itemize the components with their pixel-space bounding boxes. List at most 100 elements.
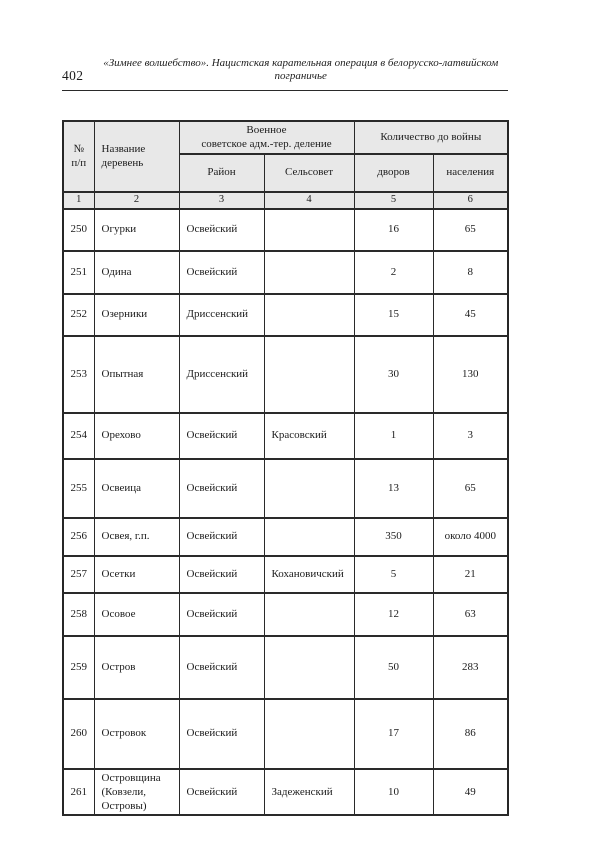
village-name: Огурки [93,207,180,252]
col-header-selsovet: Сельсовет [263,152,355,193]
village-name: Осетки [93,554,180,594]
column-number: 3 [178,190,265,210]
yards-cell: 350 [353,516,434,557]
selsovet-cell [263,249,355,295]
villages-table: № п/п Название деревень Военное советско… [62,120,510,817]
header-sub-row: Район Сельсовет дворов населения [63,152,509,193]
village-name: Освея, г.п. [93,516,180,557]
table-header: № п/п Название деревень Военное советско… [62,120,509,210]
row-number: 251 [62,249,95,295]
col-header-village: Название деревень [93,120,180,193]
yards-cell: 1 [353,411,434,460]
district-cell: Освейский [178,411,265,460]
table-row: 255 Освеица Освейский 13 65 [62,457,509,519]
column-number: 5 [353,190,434,210]
village-name: Островщина (Ковзели, Островы) [93,767,180,817]
table-body: 250 Огурки Освейский 16 65 251 Одина Осв… [62,207,509,817]
district-cell: Освейский [178,767,265,817]
selsovet-cell [263,207,355,252]
table-row: 261 Островщина (Ковзели, Островы) Освейс… [62,767,509,817]
population-cell: 86 [432,697,509,770]
row-number: 250 [62,207,95,252]
village-name: Опытная [93,334,180,414]
population-cell: 65 [432,207,509,252]
yards-cell: 16 [353,207,434,252]
population-cell: около 4000 [432,516,509,557]
table-row: 250 Огурки Освейский 16 65 [62,207,509,252]
col-group-quantity: Количество до войны [353,120,509,155]
selsovet-cell: Кохановичский [263,554,355,594]
yards-cell: 17 [353,697,434,770]
row-number: 259 [62,634,95,700]
selsovet-cell [263,591,355,637]
table-row: 259 Остров Освейский 50 283 [62,634,509,700]
population-cell: 49 [432,767,509,817]
selsovet-cell: Красовский [263,411,355,460]
village-name: Островок [93,697,180,770]
column-number-row: 1 2 3 4 5 6 [62,190,509,210]
col-header-yards: дворов [353,152,434,193]
selsovet-cell: Задеженский [263,767,355,817]
population-cell: 8 [432,249,509,295]
row-number: 253 [62,334,95,414]
column-number: 1 [62,190,95,210]
page-content: 402 «Зимнее волшебство». Нацистская кара… [62,57,510,817]
district-cell: Освейский [178,554,265,594]
village-name: Остров [93,634,180,700]
running-head: 402 «Зимнее волшебство». Нацистская кара… [62,57,508,91]
yards-cell: 15 [353,292,434,337]
yards-cell: 10 [353,767,434,817]
population-cell: 283 [432,634,509,700]
page-number: 402 [62,68,84,83]
village-name: Одина [93,249,180,295]
col-group-admin: Военное советское адм.-тер. деление [178,120,355,155]
table-row: 257 Осетки Освейский Кохановичский 5 21 [62,554,509,594]
district-cell: Дриссенский [178,292,265,337]
selsovet-cell [263,457,355,519]
selsovet-cell [263,516,355,557]
row-number: 252 [62,292,95,337]
table-row: 256 Освея, г.п. Освейский 350 около 4000 [62,516,509,557]
yards-cell: 5 [353,554,434,594]
yards-cell: 2 [353,249,434,295]
district-cell: Освейский [178,634,265,700]
table-row: 253 Опытная Дриссенский 30 130 [62,334,509,414]
population-cell: 65 [432,457,509,519]
header-group-row: № п/п Название деревень Военное советско… [62,120,509,193]
district-cell: Освейский [178,591,265,637]
col-header-index: № п/п [62,120,95,193]
table-row: 260 Островок Освейский 17 86 [62,697,509,770]
col-header-population: населения [432,152,509,193]
table-row: 251 Одина Освейский 2 8 [62,249,509,295]
selsovet-cell [263,634,355,700]
table-row: 258 Осовое Освейский 12 63 [62,591,509,637]
population-cell: 130 [432,334,509,414]
population-cell: 45 [432,292,509,337]
column-number: 6 [432,190,509,210]
selsovet-cell [263,334,355,414]
column-number: 2 [93,190,180,210]
running-title: «Зимнее волшебство». Нацистская каратель… [103,57,499,82]
population-cell: 3 [432,411,509,460]
village-name: Орехово [93,411,180,460]
district-cell: Освейский [178,249,265,295]
col-header-district: Район [178,152,265,193]
table-row: 254 Орехово Освейский Красовский 1 3 [62,411,509,460]
yards-cell: 50 [353,634,434,700]
yards-cell: 30 [353,334,434,414]
row-number: 256 [62,516,95,557]
table-row: 252 Озерники Дриссенский 15 45 [62,292,509,337]
selsovet-cell [263,697,355,770]
district-cell: Дриссенский [178,334,265,414]
yards-cell: 13 [353,457,434,519]
row-number: 257 [62,554,95,594]
population-cell: 63 [432,591,509,637]
district-cell: Освейский [178,457,265,519]
district-cell: Освейский [178,207,265,252]
column-number: 4 [263,190,355,210]
district-cell: Освейский [178,697,265,770]
district-cell: Освейский [178,516,265,557]
row-number: 254 [62,411,95,460]
row-number: 260 [62,697,95,770]
